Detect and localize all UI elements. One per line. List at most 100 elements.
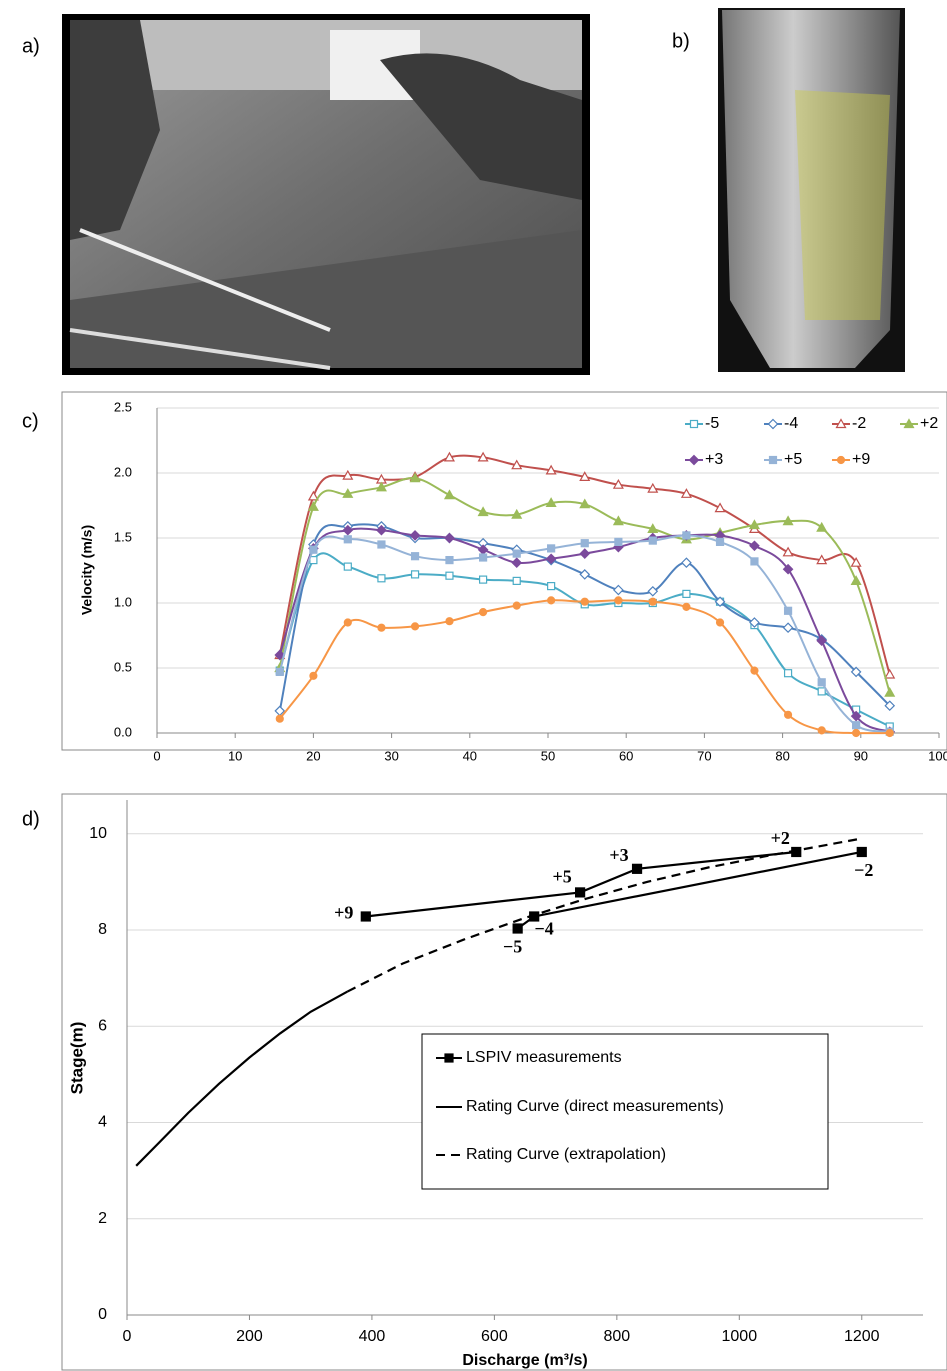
marker bbox=[410, 552, 420, 561]
legend-label: LSPIV measurements bbox=[466, 1049, 622, 1066]
marker bbox=[816, 554, 828, 565]
marker bbox=[715, 618, 725, 627]
marker bbox=[884, 686, 896, 697]
panel-label: b) bbox=[672, 30, 690, 52]
marker bbox=[343, 618, 352, 627]
point-label: +3 bbox=[609, 845, 628, 865]
marker bbox=[850, 666, 862, 678]
series-line bbox=[278, 534, 890, 733]
marker bbox=[681, 557, 692, 569]
x-tick-label: 30 bbox=[384, 748, 398, 763]
x-tick-label: 1200 bbox=[844, 1328, 880, 1345]
marker bbox=[545, 553, 557, 565]
x-tick-label: 20 bbox=[306, 748, 320, 763]
marker bbox=[579, 471, 591, 481]
point-label: +9 bbox=[334, 903, 353, 923]
y-tick-label: 6 bbox=[98, 1017, 107, 1034]
chart-frame bbox=[61, 391, 947, 751]
marker bbox=[783, 669, 793, 678]
marker bbox=[360, 911, 371, 922]
marker bbox=[856, 846, 867, 858]
marker bbox=[750, 666, 759, 675]
marker bbox=[443, 489, 455, 500]
marker bbox=[782, 546, 794, 557]
marker bbox=[903, 418, 915, 429]
panel-label: d) bbox=[22, 808, 40, 830]
marker bbox=[631, 863, 643, 874]
marker bbox=[477, 506, 489, 517]
point-label: −5 bbox=[503, 937, 522, 957]
point-label: +5 bbox=[552, 867, 571, 887]
marker bbox=[342, 469, 354, 480]
marker bbox=[749, 617, 760, 628]
marker bbox=[852, 728, 861, 738]
marker bbox=[579, 548, 591, 559]
marker bbox=[478, 607, 488, 617]
x-tick-label: 200 bbox=[236, 1328, 263, 1345]
x-tick-label: 800 bbox=[603, 1328, 630, 1345]
marker bbox=[579, 569, 591, 580]
marker bbox=[850, 710, 862, 722]
marker bbox=[836, 455, 846, 465]
marker bbox=[547, 544, 556, 553]
marker bbox=[714, 502, 726, 513]
marker bbox=[511, 459, 523, 470]
legend-label: -5 bbox=[705, 415, 719, 432]
marker bbox=[512, 923, 523, 934]
marker bbox=[682, 531, 691, 540]
marker bbox=[688, 454, 700, 466]
x-tick-label: 400 bbox=[359, 1328, 386, 1345]
marker bbox=[547, 581, 556, 591]
marker bbox=[612, 478, 624, 489]
marker bbox=[343, 562, 352, 571]
point-label: +2 bbox=[771, 828, 790, 848]
x-tick-label: 90 bbox=[854, 748, 868, 763]
marker bbox=[783, 606, 793, 615]
marker bbox=[715, 537, 725, 547]
x-tick-label: 60 bbox=[619, 748, 633, 763]
y-tick-label: 4 bbox=[98, 1114, 107, 1131]
x-tick-label: 50 bbox=[541, 748, 555, 763]
marker bbox=[613, 584, 624, 596]
marker bbox=[377, 623, 386, 632]
marker bbox=[512, 549, 521, 558]
legend-label: +3 bbox=[705, 451, 723, 468]
marker bbox=[342, 488, 354, 498]
panel-label: a) bbox=[22, 35, 40, 57]
marker bbox=[377, 540, 386, 549]
y-tick-label: 2.5 bbox=[114, 399, 132, 414]
marker bbox=[512, 576, 521, 586]
marker bbox=[575, 887, 586, 898]
marker bbox=[682, 589, 691, 599]
y-tick-label: 0 bbox=[98, 1306, 107, 1323]
y-tick-label: 8 bbox=[98, 921, 107, 938]
marker bbox=[275, 667, 284, 677]
marker bbox=[614, 596, 623, 605]
x-tick-label: 0 bbox=[153, 748, 160, 763]
x-tick-label: 10 bbox=[228, 748, 242, 763]
marker bbox=[783, 710, 793, 719]
point-label: −4 bbox=[535, 919, 554, 939]
panel-label: c) bbox=[22, 410, 39, 432]
y-tick-label: 10 bbox=[89, 825, 107, 842]
marker bbox=[511, 508, 523, 519]
point-label: −2 bbox=[854, 860, 873, 880]
marker bbox=[817, 726, 826, 735]
marker bbox=[580, 597, 589, 606]
marker bbox=[342, 524, 354, 536]
legend-label: -4 bbox=[784, 415, 798, 432]
series-line bbox=[278, 599, 890, 735]
y-tick-label: 0.0 bbox=[114, 724, 132, 739]
y-tick-label: 2.0 bbox=[114, 464, 132, 479]
marker bbox=[477, 544, 489, 556]
marker bbox=[782, 563, 794, 575]
marker bbox=[835, 418, 847, 429]
x-tick-label: 1000 bbox=[722, 1328, 758, 1345]
marker bbox=[648, 536, 657, 545]
marker bbox=[410, 622, 420, 631]
marker bbox=[409, 530, 421, 541]
marker bbox=[511, 557, 523, 569]
marker bbox=[309, 545, 318, 554]
marker bbox=[648, 597, 657, 606]
